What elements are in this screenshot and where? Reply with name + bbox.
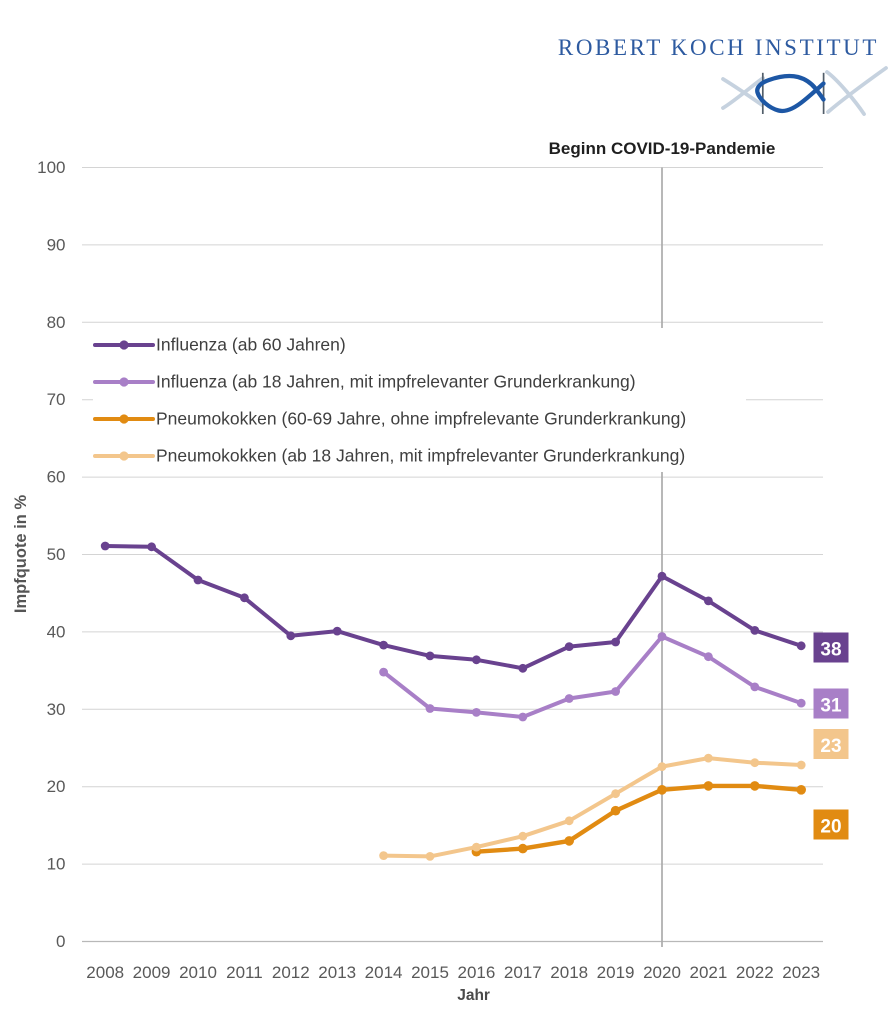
svg-text:70: 70 (47, 390, 66, 409)
svg-text:2008: 2008 (86, 963, 124, 982)
svg-text:2009: 2009 (133, 963, 171, 982)
svg-text:2015: 2015 (411, 963, 449, 982)
svg-text:10: 10 (47, 855, 66, 874)
svg-text:23: 23 (820, 736, 841, 757)
svg-text:2020: 2020 (643, 963, 681, 982)
svg-text:2022: 2022 (736, 963, 774, 982)
svg-text:Influenza (ab 60 Jahren): Influenza (ab 60 Jahren) (156, 335, 346, 355)
svg-text:2010: 2010 (179, 963, 217, 982)
svg-text:Jahr: Jahr (457, 987, 490, 1004)
svg-text:Influenza (ab 18 Jahren, mit i: Influenza (ab 18 Jahren, mit impfrelevan… (156, 372, 636, 392)
svg-text:38: 38 (820, 640, 841, 661)
svg-text:20: 20 (47, 777, 66, 796)
svg-text:31: 31 (820, 696, 842, 717)
svg-text:Impfquote in %: Impfquote in % (12, 495, 30, 614)
svg-text:2013: 2013 (318, 963, 356, 982)
svg-text:2012: 2012 (272, 963, 310, 982)
svg-text:80: 80 (47, 313, 66, 332)
svg-text:2017: 2017 (504, 963, 542, 982)
svg-text:ROBERT KOCH INSTITUT: ROBERT KOCH INSTITUT (558, 35, 879, 60)
svg-text:2019: 2019 (597, 963, 635, 982)
svg-text:30: 30 (47, 700, 66, 719)
svg-text:60: 60 (47, 468, 66, 487)
svg-text:100: 100 (37, 158, 65, 177)
svg-text:20: 20 (820, 817, 841, 838)
svg-text:Beginn COVID-19-Pandemie: Beginn COVID-19-Pandemie (549, 139, 776, 158)
svg-text:50: 50 (47, 545, 66, 564)
svg-text:Pneumokokken (ab 18 Jahren, mi: Pneumokokken (ab 18 Jahren, mit impfrele… (156, 446, 685, 466)
svg-text:2014: 2014 (365, 963, 403, 982)
svg-text:2016: 2016 (457, 963, 495, 982)
svg-text:2023: 2023 (782, 963, 820, 982)
svg-text:2018: 2018 (550, 963, 588, 982)
svg-text:Pneumokokken (60-69 Jahre, ohn: Pneumokokken (60-69 Jahre, ohne impfrele… (156, 409, 686, 429)
svg-text:2011: 2011 (226, 963, 263, 982)
svg-text:0: 0 (56, 932, 65, 951)
svg-text:2021: 2021 (689, 963, 727, 982)
svg-text:90: 90 (47, 235, 66, 254)
svg-text:40: 40 (47, 622, 66, 641)
